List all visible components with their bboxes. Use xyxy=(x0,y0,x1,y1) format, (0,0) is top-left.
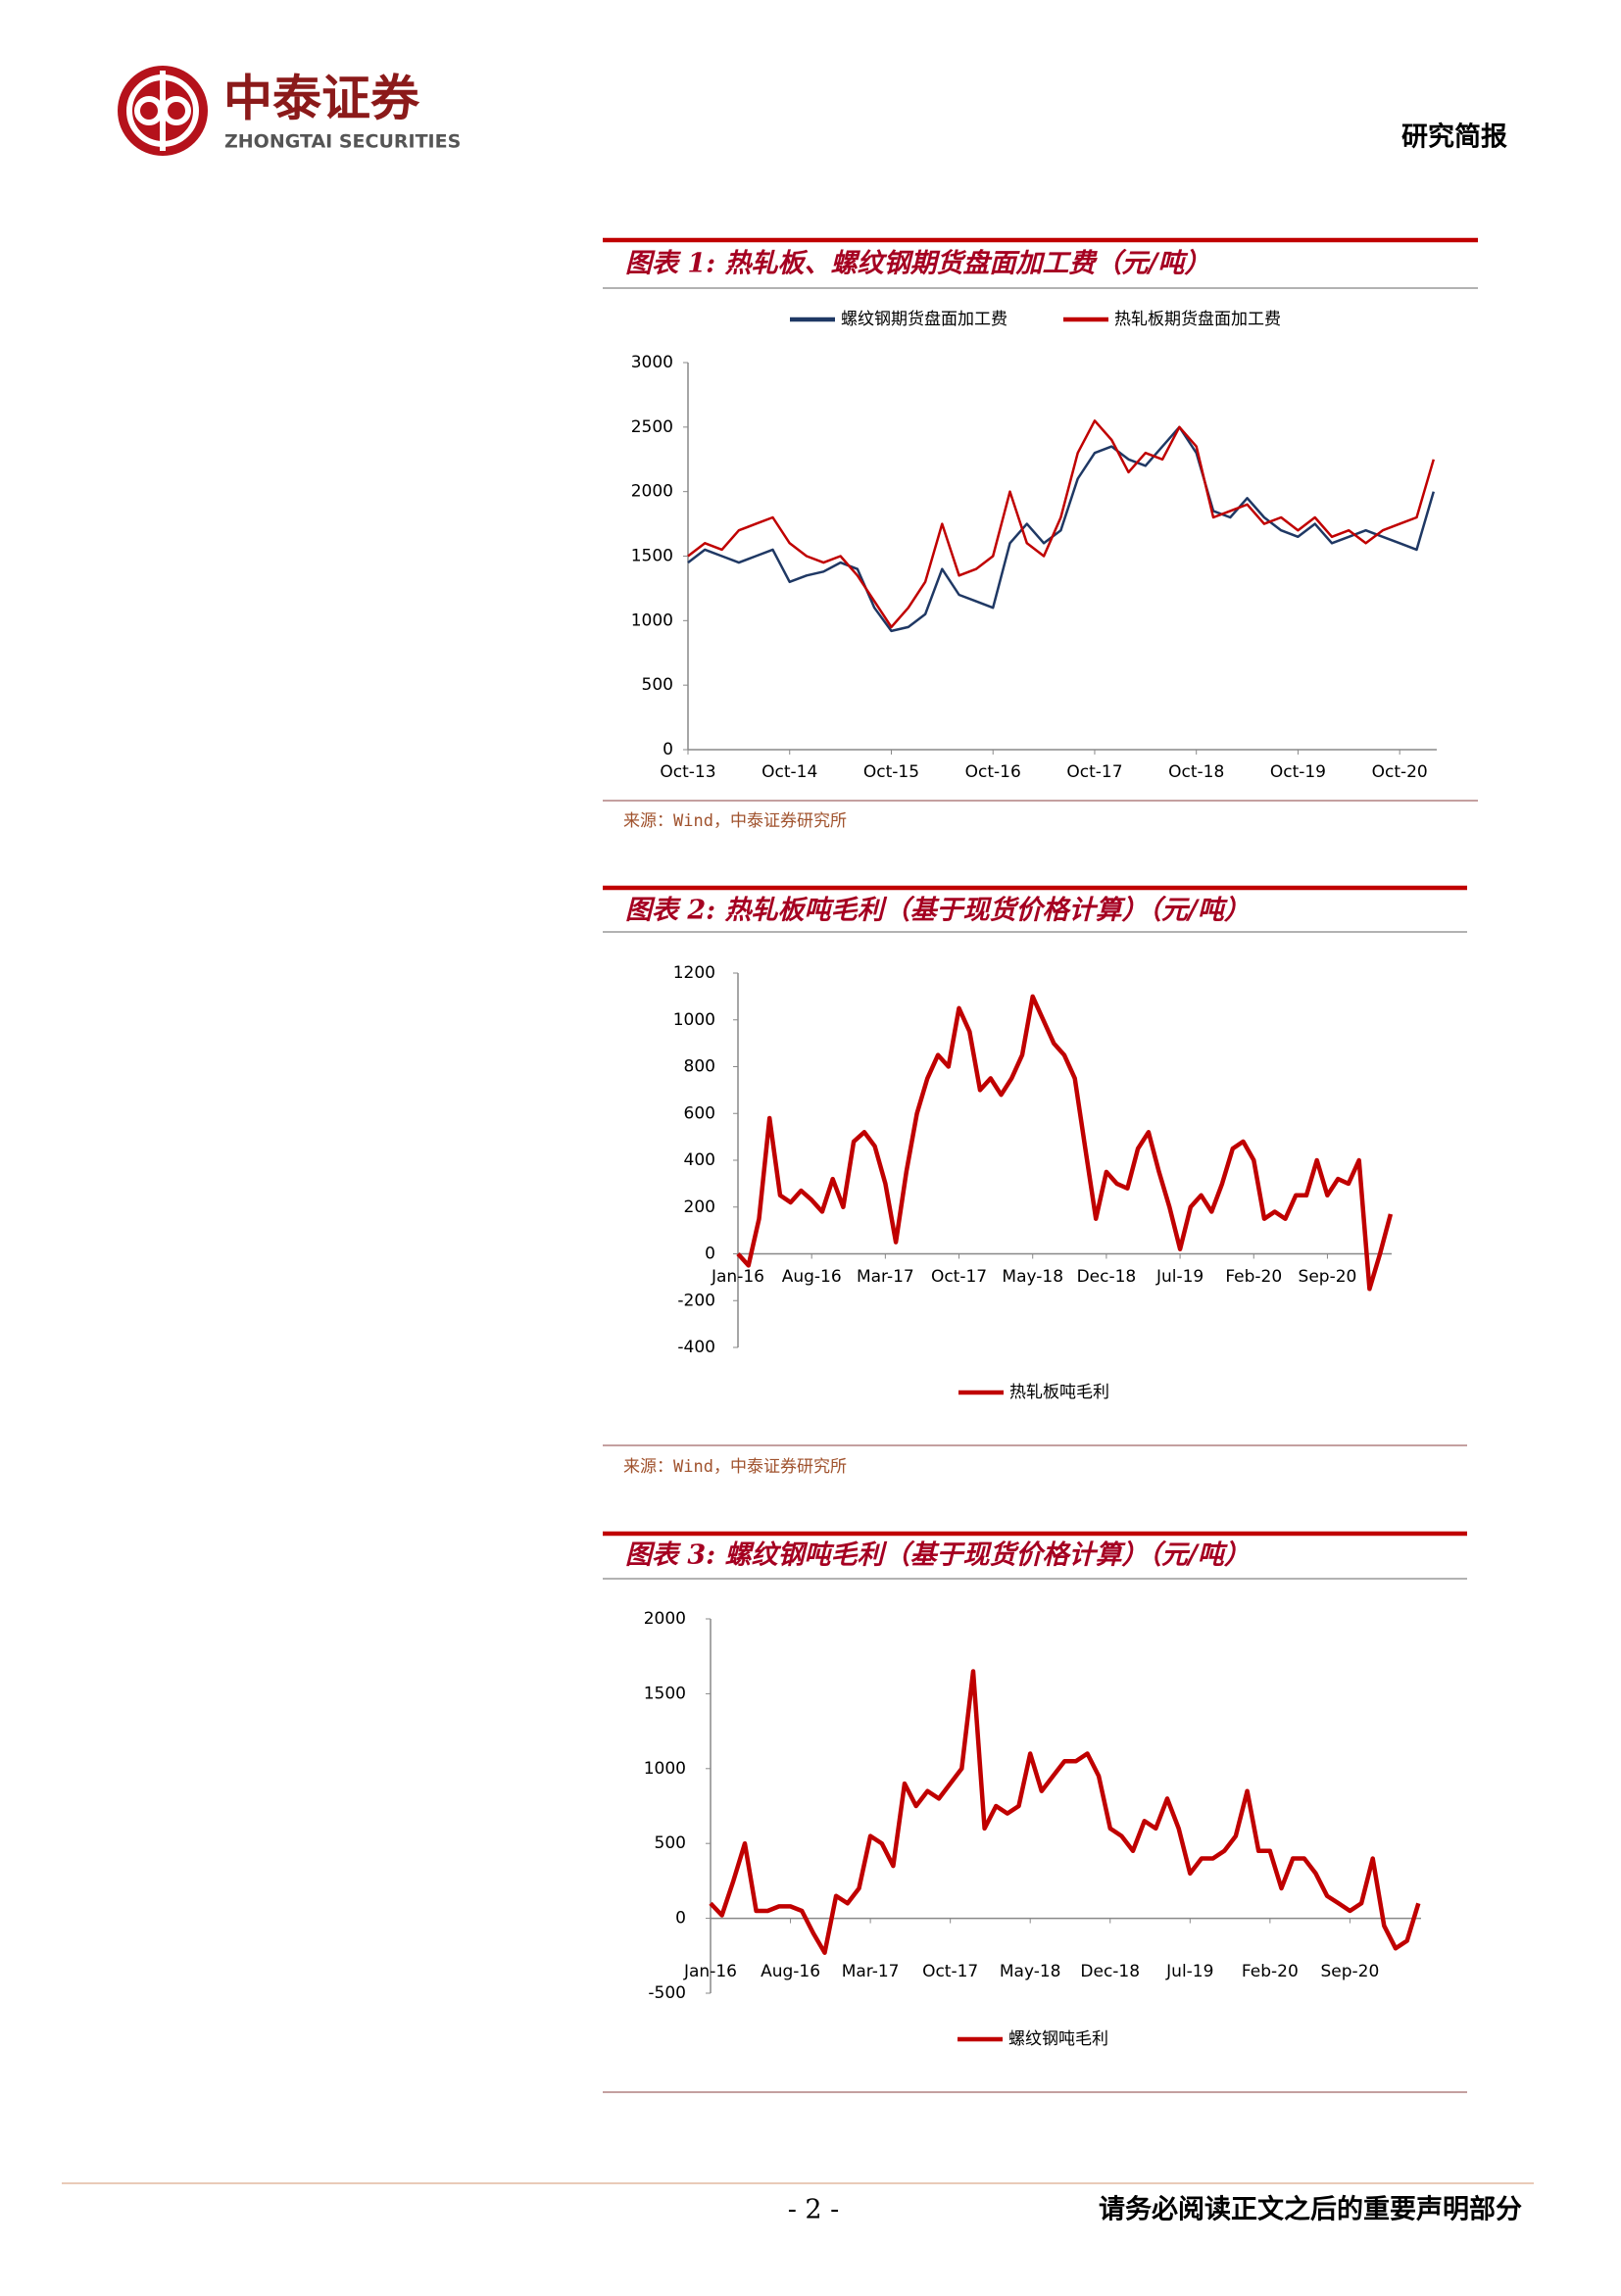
x-tick-label: Mar-17 xyxy=(857,1267,914,1287)
x-tick-label: Oct-17 xyxy=(922,1962,978,1981)
x-tick-label: Oct-19 xyxy=(1270,762,1326,782)
x-tick-label: May-18 xyxy=(1000,1962,1061,1981)
legend-label: 螺纹钢吨毛利 xyxy=(1008,2029,1108,2049)
x-tick-label: Oct-15 xyxy=(863,762,919,782)
figure-source: 来源：Wind，中泰证券研究所 xyxy=(623,1457,847,1477)
x-tick-label: Aug-16 xyxy=(782,1267,842,1287)
x-tick-label: Oct-17 xyxy=(1066,762,1122,782)
x-tick-label: Jan-16 xyxy=(683,1962,737,1981)
legend-label: 热轧板期货盘面加工费 xyxy=(1114,310,1281,329)
y-tick-label: 1200 xyxy=(673,963,715,983)
disclaimer: 请务必阅读正文之后的重要声明部分 xyxy=(1099,2194,1522,2225)
y-tick-label: -200 xyxy=(677,1291,715,1310)
x-tick-label: Jul-19 xyxy=(1155,1267,1203,1287)
y-tick-label: 2000 xyxy=(631,482,673,502)
y-tick-label: 1000 xyxy=(644,1759,686,1779)
y-tick-label: 2500 xyxy=(631,417,673,437)
logo-en: ZHONGTAI SECURITIES xyxy=(224,131,461,153)
y-tick-label: 400 xyxy=(684,1150,715,1170)
logo-cn: 中泰证券 xyxy=(223,71,420,127)
x-tick-label: Mar-17 xyxy=(842,1962,900,1981)
legend-label: 螺纹钢期货盘面加工费 xyxy=(841,310,1007,329)
y-tick-label: -500 xyxy=(648,1983,686,2003)
y-tick-label: 200 xyxy=(684,1197,715,1217)
y-tick-label: 3000 xyxy=(631,353,673,372)
x-tick-label: Oct-13 xyxy=(660,762,715,782)
data-line xyxy=(687,419,1435,629)
y-tick-label: 600 xyxy=(684,1103,715,1123)
y-tick-label: 1500 xyxy=(631,547,673,566)
data-line xyxy=(736,994,1394,1292)
figure-title: 图表 3: 螺纹钢吨毛利（基于现货价格计算）（元/吨） xyxy=(625,1540,1251,1571)
x-tick-label: Feb-20 xyxy=(1225,1267,1282,1287)
data-line xyxy=(687,425,1435,633)
x-tick-label: Feb-20 xyxy=(1242,1962,1299,1981)
x-tick-label: Dec-18 xyxy=(1080,1962,1140,1981)
figure-title: 图表 2: 热轧板吨毛利（基于现货价格计算）（元/吨） xyxy=(625,896,1251,926)
x-tick-label: Sep-20 xyxy=(1299,1267,1357,1287)
doc-type: 研究简报 xyxy=(1401,122,1507,153)
y-tick-label: 0 xyxy=(705,1245,715,1264)
page-number: - 2 - xyxy=(788,2195,840,2225)
legend-label: 热轧板吨毛利 xyxy=(1009,1383,1109,1402)
x-tick-label: Jan-16 xyxy=(711,1267,764,1287)
x-tick-label: Oct-20 xyxy=(1372,762,1428,782)
x-tick-label: Aug-16 xyxy=(761,1962,820,1981)
x-tick-label: Oct-17 xyxy=(931,1267,987,1287)
y-tick-label: 2000 xyxy=(644,1609,686,1629)
figure-title: 图表 1: 热轧板、螺纹钢期货盘面加工费（元/吨） xyxy=(625,249,1210,279)
x-tick-label: Oct-14 xyxy=(761,762,817,782)
data-line xyxy=(709,1669,1421,1955)
y-tick-label: 0 xyxy=(675,1909,686,1929)
y-tick-label: 1000 xyxy=(631,611,673,630)
y-tick-label: 800 xyxy=(684,1057,715,1077)
y-tick-label: 500 xyxy=(655,1833,686,1853)
x-tick-label: May-18 xyxy=(1002,1267,1063,1287)
x-tick-label: Oct-16 xyxy=(965,762,1021,782)
x-tick-label: Oct-18 xyxy=(1168,762,1224,782)
x-tick-label: Jul-19 xyxy=(1165,1962,1213,1981)
y-tick-label: 1500 xyxy=(644,1684,686,1703)
y-tick-label: -400 xyxy=(677,1338,715,1357)
logo xyxy=(118,66,208,156)
x-tick-label: Sep-20 xyxy=(1320,1962,1379,1981)
y-tick-label: 1000 xyxy=(673,1010,715,1030)
y-tick-label: 0 xyxy=(663,740,673,759)
y-tick-label: 500 xyxy=(642,675,673,695)
x-tick-label: Dec-18 xyxy=(1077,1267,1137,1287)
figure-source: 来源：Wind，中泰证券研究所 xyxy=(623,811,847,831)
